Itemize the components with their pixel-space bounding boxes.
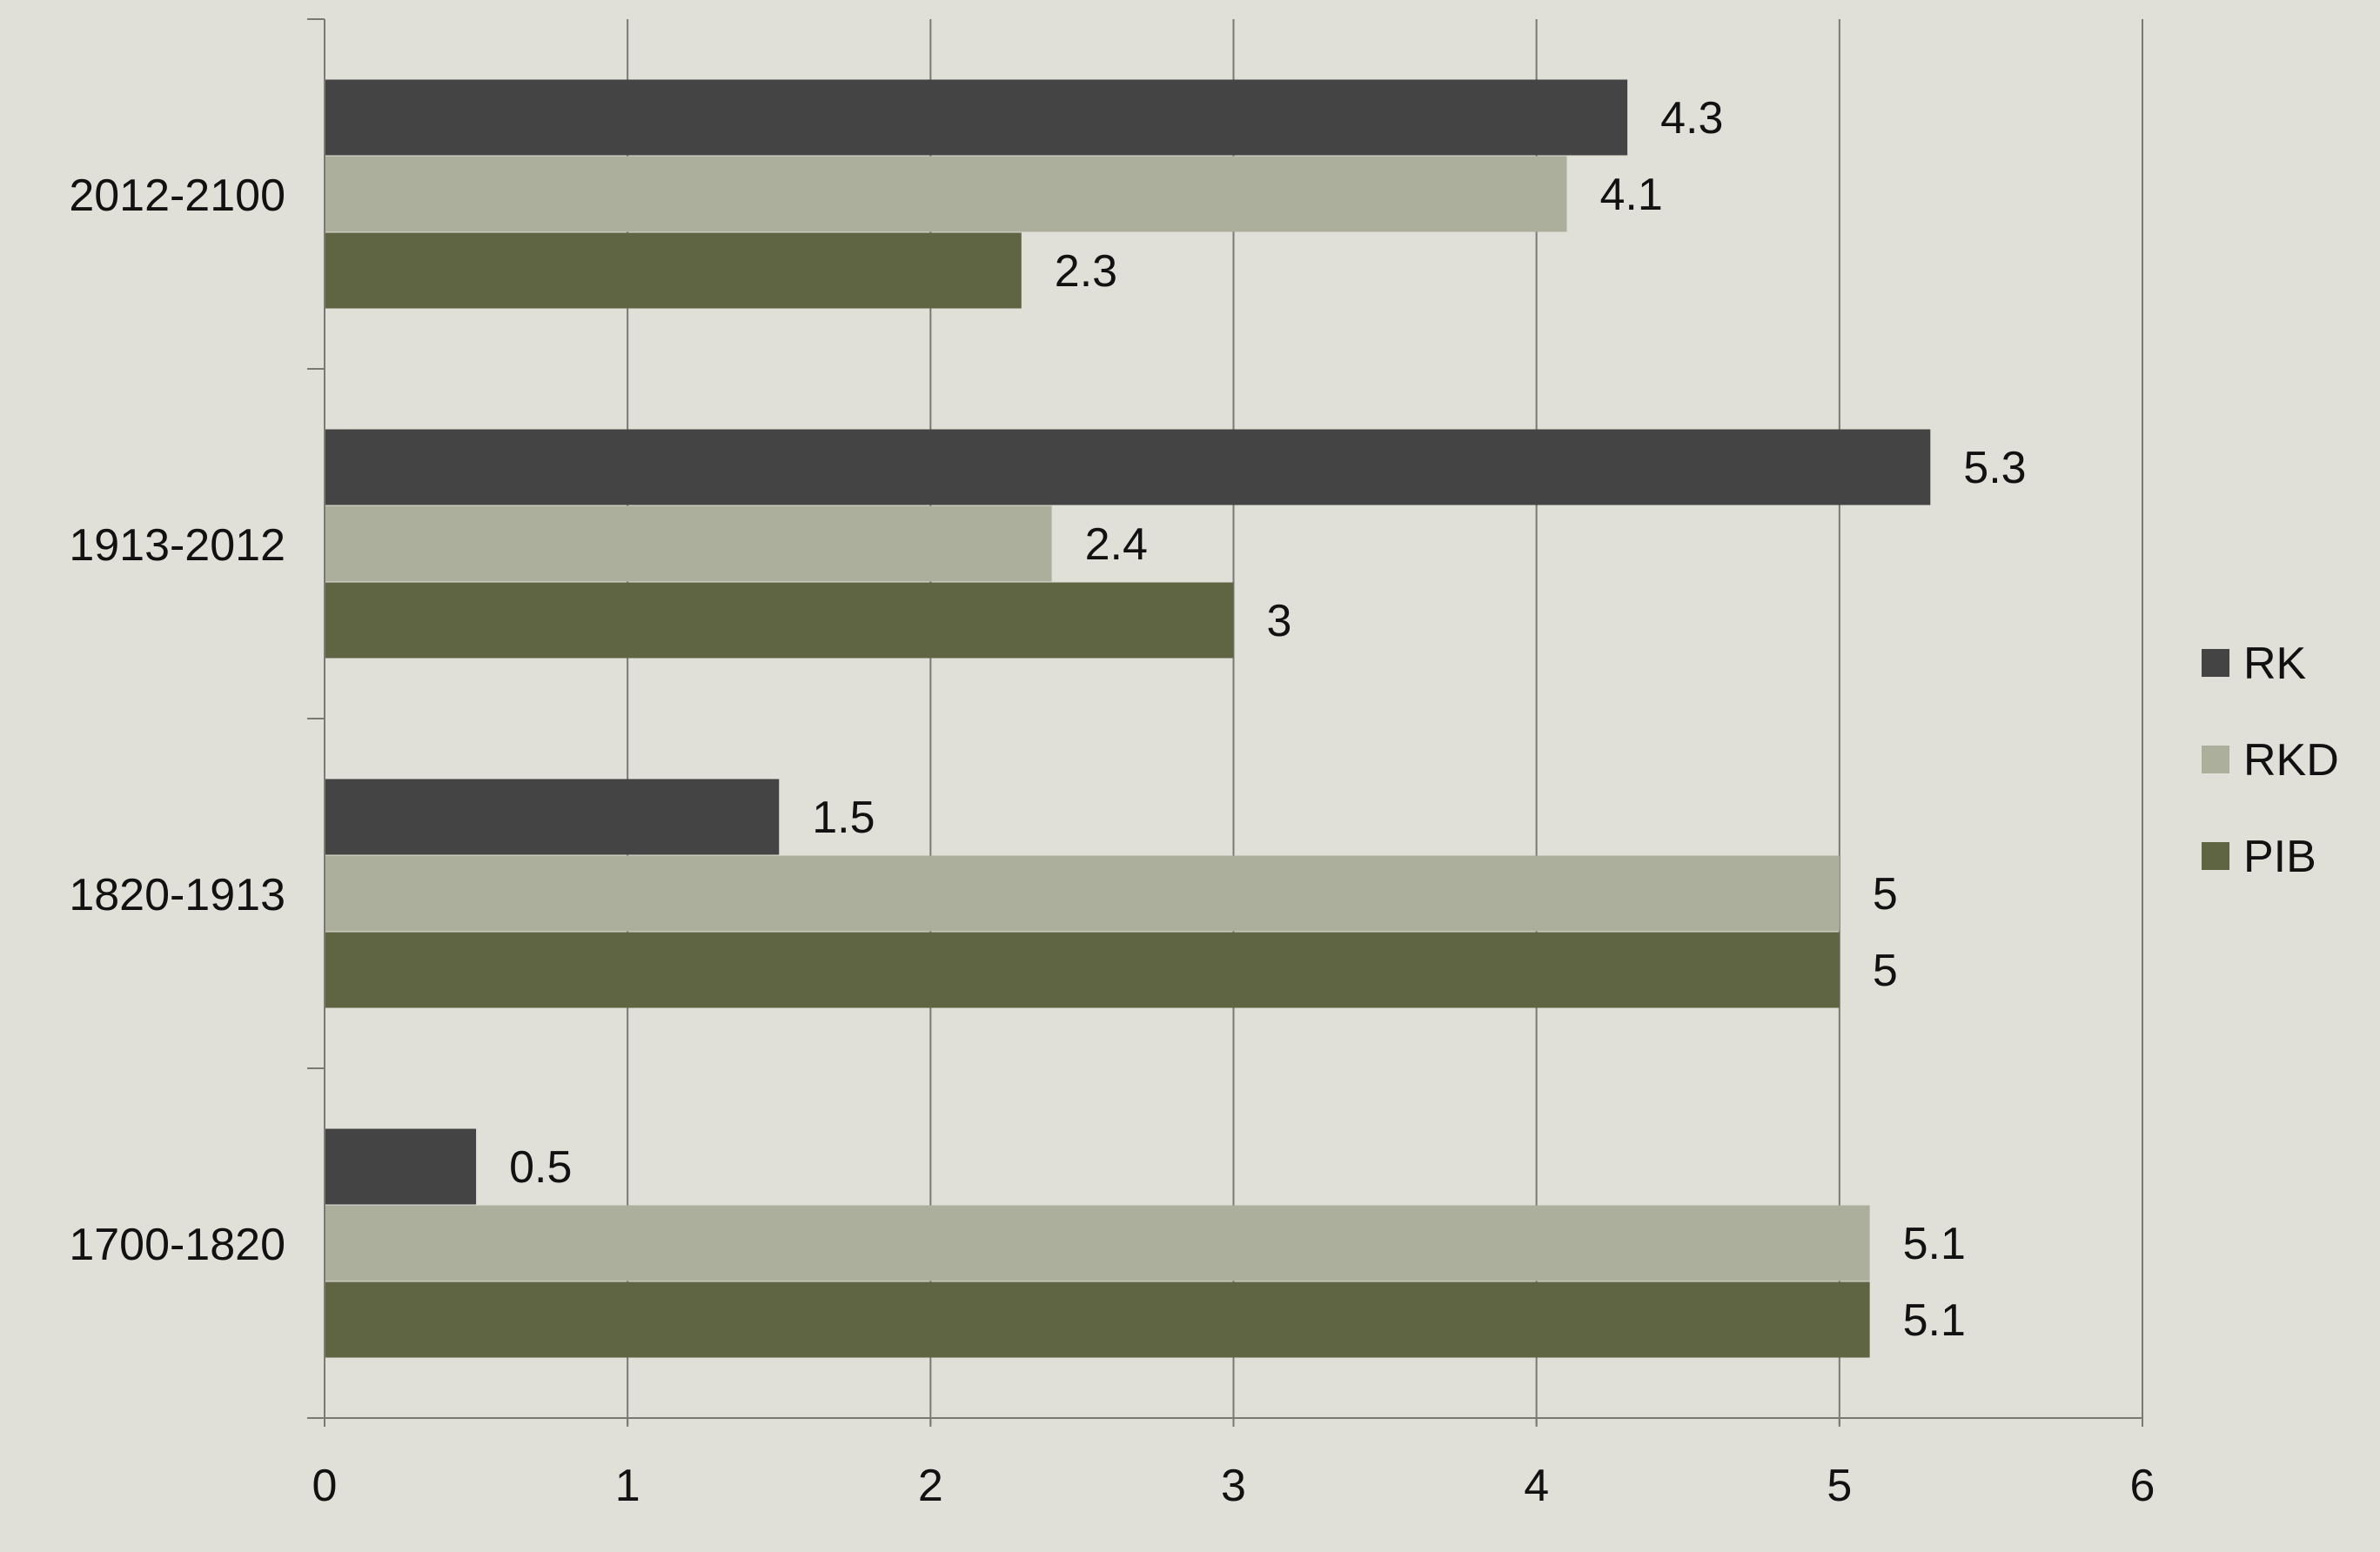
bar-rkd: [325, 156, 1567, 232]
bar-rkd: [325, 855, 1840, 932]
data-label: 5.1: [1903, 1295, 1966, 1346]
legend: RK RKD PIB: [2202, 639, 2339, 882]
x-tick-label: 6: [2130, 1461, 2155, 1511]
x-tick-label: 4: [1524, 1461, 1549, 1511]
data-label: 5.1: [1903, 1219, 1966, 1269]
data-label: 3: [1267, 596, 1292, 646]
data-label: 2.3: [1055, 246, 1117, 297]
data-labels: 4.3 4.1 2.3 5.3 2.4 3 1.5 5 5 0.5 5.1 5.1: [509, 93, 2026, 1346]
bar-rkd: [325, 1205, 1870, 1281]
legend-swatch-rk: [2202, 649, 2229, 677]
bar-rkd: [325, 505, 1052, 582]
bar-rk: [325, 79, 1628, 156]
category-label: 1700-1820: [69, 1220, 285, 1270]
x-tick-label: 3: [1221, 1461, 1246, 1511]
legend-swatch-rkd: [2202, 746, 2229, 773]
category-label: 1820-1913: [69, 870, 285, 920]
bar-pib: [325, 582, 1234, 659]
x-tick-label: 1: [615, 1461, 640, 1511]
data-label: 5.3: [1963, 443, 2026, 493]
data-label: 5: [1873, 946, 1898, 996]
x-tick-label: 2: [918, 1461, 943, 1511]
bar-pib: [325, 1281, 1870, 1358]
bar-rk: [325, 1128, 477, 1205]
data-label: 0.5: [509, 1142, 572, 1193]
data-label: 4.3: [1660, 93, 1723, 144]
bar-pib: [325, 932, 1840, 1008]
x-tick-label: 0: [312, 1461, 338, 1511]
data-label: 1.5: [812, 793, 875, 843]
bars: [325, 79, 1931, 1358]
category-label: 2012-2100: [69, 171, 285, 221]
data-label: 4.1: [1599, 170, 1662, 220]
legend-swatch-pib: [2202, 842, 2229, 870]
category-label: 1913-2012: [69, 520, 285, 571]
bar-pib: [325, 232, 1022, 309]
x-tick-label: 5: [1827, 1461, 1852, 1511]
axes: 0 1 2 3 4 5 6 2012-2100 1913-2012 1820-1913 1700-1…: [69, 18, 2155, 1511]
data-label: 5: [1873, 869, 1898, 920]
bar-rk: [325, 429, 1931, 505]
legend-label-rkd: RKD: [2243, 735, 2339, 786]
data-label: 2.4: [1085, 519, 1148, 570]
legend-label-rk: RK: [2243, 639, 2307, 689]
bar-rk: [325, 779, 780, 855]
legend-label-pib: PIB: [2243, 832, 2316, 882]
